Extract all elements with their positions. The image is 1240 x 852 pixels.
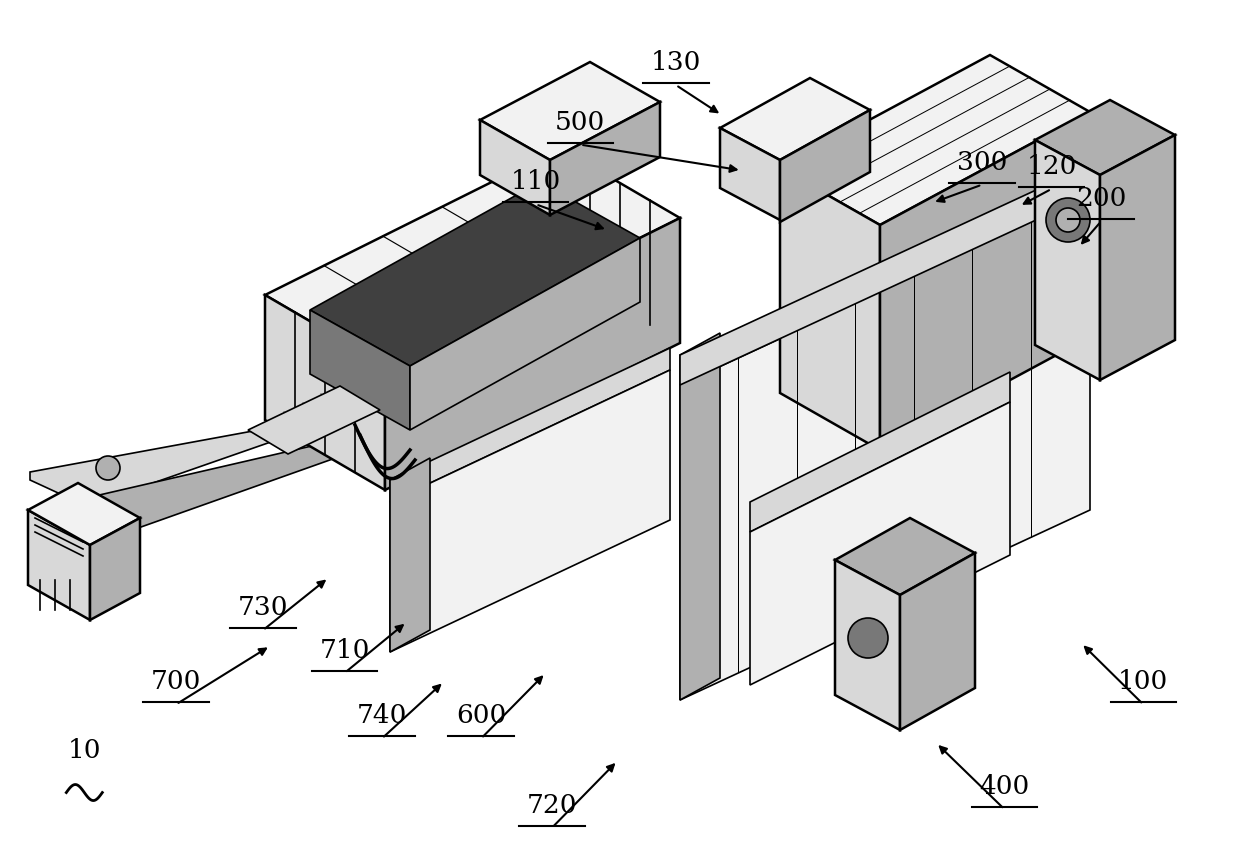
Text: 740: 740	[357, 704, 407, 728]
Polygon shape	[391, 458, 430, 652]
Polygon shape	[410, 238, 640, 430]
Polygon shape	[551, 102, 660, 215]
Polygon shape	[1035, 100, 1176, 175]
Polygon shape	[310, 182, 640, 366]
Polygon shape	[1100, 135, 1176, 380]
Text: 100: 100	[1118, 670, 1168, 694]
Polygon shape	[720, 78, 870, 160]
Polygon shape	[248, 386, 379, 454]
Text: 600: 600	[456, 704, 506, 728]
Polygon shape	[91, 518, 140, 620]
Circle shape	[1056, 208, 1080, 232]
Polygon shape	[1035, 140, 1100, 380]
Text: 700: 700	[151, 670, 201, 694]
Polygon shape	[30, 421, 420, 550]
Polygon shape	[391, 348, 670, 502]
Text: 710: 710	[320, 638, 370, 663]
Text: 10: 10	[67, 738, 102, 763]
Text: 300: 300	[957, 150, 1007, 175]
Polygon shape	[265, 148, 680, 365]
Text: 730: 730	[238, 596, 288, 620]
Polygon shape	[780, 168, 880, 450]
Circle shape	[848, 618, 888, 658]
Polygon shape	[835, 560, 900, 730]
Polygon shape	[780, 110, 870, 222]
Text: 120: 120	[1027, 154, 1076, 179]
Polygon shape	[480, 62, 660, 160]
Polygon shape	[29, 510, 91, 620]
Text: 400: 400	[980, 774, 1029, 799]
Circle shape	[95, 456, 120, 480]
Text: 110: 110	[511, 170, 560, 194]
Polygon shape	[391, 370, 670, 652]
Polygon shape	[780, 55, 1090, 225]
Text: 500: 500	[556, 110, 605, 135]
Polygon shape	[680, 195, 1090, 700]
Polygon shape	[750, 372, 1011, 532]
Circle shape	[1047, 198, 1090, 242]
Polygon shape	[680, 333, 720, 700]
Polygon shape	[750, 402, 1011, 685]
Polygon shape	[310, 310, 410, 430]
Text: 200: 200	[1076, 187, 1126, 211]
Polygon shape	[835, 518, 975, 595]
Polygon shape	[480, 120, 551, 215]
Text: 130: 130	[651, 50, 701, 75]
Polygon shape	[30, 383, 420, 510]
Polygon shape	[384, 218, 680, 490]
Polygon shape	[680, 165, 1090, 385]
Text: 720: 720	[527, 793, 577, 818]
Polygon shape	[265, 295, 384, 490]
Polygon shape	[900, 553, 975, 730]
Polygon shape	[720, 128, 780, 220]
Polygon shape	[29, 483, 140, 545]
Polygon shape	[880, 112, 1090, 450]
